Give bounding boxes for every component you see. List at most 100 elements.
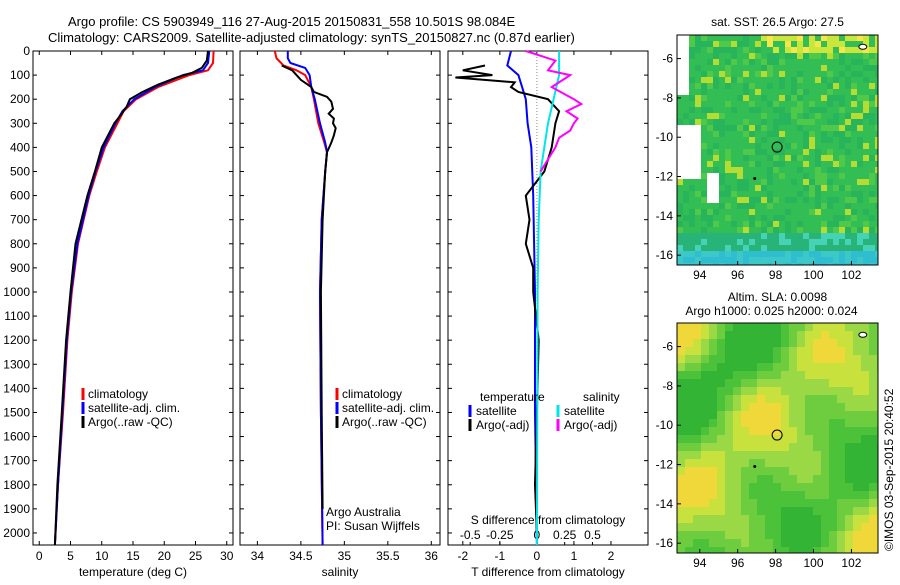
map-cell (731, 59, 737, 65)
map-cell (677, 107, 683, 113)
map-cell (749, 403, 757, 411)
map-cell (749, 371, 757, 379)
map-cell (869, 245, 875, 251)
map-cell (829, 331, 837, 339)
map-cell (743, 185, 749, 191)
map-cell (821, 233, 827, 239)
map-cell (781, 371, 789, 379)
map-cell (869, 221, 875, 227)
map-cell (845, 221, 851, 227)
map-cell (851, 107, 857, 113)
map-cell (749, 167, 755, 173)
map-cell (833, 107, 839, 113)
map-cell (821, 95, 827, 101)
map-cell (863, 209, 869, 215)
map-cell (809, 119, 815, 125)
map-cell (791, 233, 797, 239)
map-cell (725, 239, 731, 245)
map-cell (743, 233, 749, 239)
map-cell (797, 371, 805, 379)
map-cell (717, 499, 725, 507)
map-cell (779, 185, 785, 191)
map-cell (749, 71, 755, 77)
map-cell (693, 347, 701, 355)
map-cell (737, 191, 743, 197)
depth-tick-label: 1800 (3, 478, 30, 492)
map-cell (709, 387, 717, 395)
map-cell (805, 499, 813, 507)
map-cell (741, 371, 749, 379)
map-cell (805, 539, 813, 547)
map-cell (717, 371, 725, 379)
map-cell (809, 251, 815, 257)
map-cell (829, 539, 837, 547)
map-cell (863, 263, 869, 265)
map-cell (741, 355, 749, 363)
map-cell (869, 167, 875, 173)
map-cell (869, 491, 877, 499)
map-cell (757, 443, 765, 451)
map-cell (815, 107, 821, 113)
map-cell (709, 499, 717, 507)
map-cell (757, 515, 765, 523)
map-cell (677, 379, 685, 387)
map-cell (851, 131, 857, 137)
map-cell (869, 475, 877, 483)
map-cell (733, 347, 741, 355)
map-cell (677, 173, 683, 179)
map-cell (869, 203, 875, 209)
map-cell (773, 83, 779, 89)
map-cell (707, 107, 713, 113)
map-cell (717, 419, 725, 427)
map-cell (861, 499, 869, 507)
map-cell (683, 209, 689, 215)
map-cell (757, 483, 765, 491)
map-cell (767, 179, 773, 185)
sst-map-argo-marker (771, 141, 783, 153)
map-cell (737, 215, 743, 221)
map-cell (869, 483, 877, 491)
map-cell (785, 149, 791, 155)
map-cell (853, 491, 861, 499)
map-cell (749, 227, 755, 233)
map-cell (813, 355, 821, 363)
map-cell (869, 363, 877, 371)
map-cell (829, 467, 837, 475)
map-cell (725, 515, 733, 523)
map-cell (809, 257, 815, 263)
map-cell (731, 95, 737, 101)
map-cell (797, 35, 803, 41)
map-cell (869, 65, 875, 71)
map-cell (713, 71, 719, 77)
map-cell (779, 95, 785, 101)
map-cell (809, 107, 815, 113)
map-cell (709, 435, 717, 443)
map-cell (761, 137, 767, 143)
map-cell (845, 339, 853, 347)
map-cell (853, 507, 861, 515)
map-cell (737, 161, 743, 167)
map-cell (731, 215, 737, 221)
map-cell (677, 331, 685, 339)
map-cell (713, 65, 719, 71)
map-cell (781, 331, 789, 339)
map-cell (809, 125, 815, 131)
map-cell (689, 143, 695, 149)
map-cell (717, 547, 725, 553)
map-cell (797, 167, 803, 173)
map-cell (857, 83, 863, 89)
map-cell (677, 149, 683, 155)
map-cell (815, 203, 821, 209)
map-cell (863, 113, 869, 119)
map-cell (757, 355, 765, 363)
map-cell (741, 395, 749, 403)
map-cell (851, 197, 857, 203)
map-cell (809, 41, 815, 47)
map-cell (695, 257, 701, 263)
map-cell (869, 143, 875, 149)
map-cell (683, 179, 689, 185)
map-cell (725, 507, 733, 515)
map-cell (765, 467, 773, 475)
map-cell (695, 53, 701, 59)
map-cell (845, 355, 853, 363)
